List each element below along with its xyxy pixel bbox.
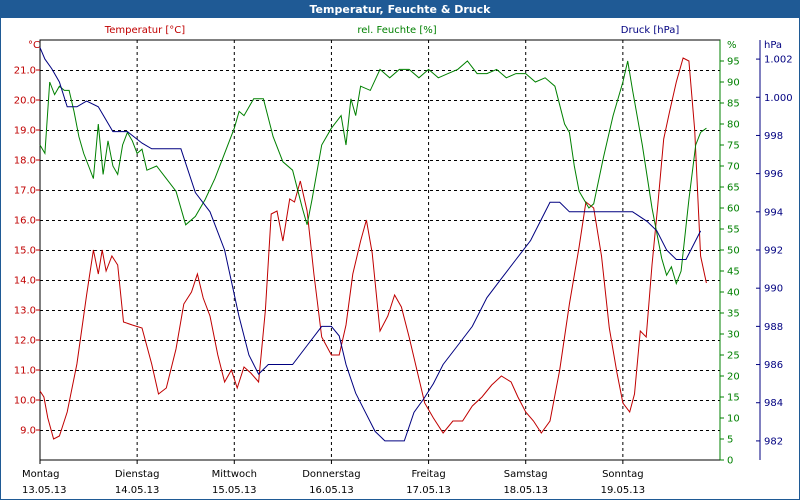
pressure-axis-tick-label: 988 xyxy=(764,322,783,333)
temp-axis-tick-label: 10.0 xyxy=(14,396,36,407)
humidity-axis-tick-label: 5 xyxy=(727,435,733,446)
humidity-axis-unit: % xyxy=(727,40,737,51)
temp-axis-tick-label: 11.0 xyxy=(14,366,36,377)
x-axis-date-label: 17.05.13 xyxy=(406,485,451,496)
x-axis-date-label: 18.05.13 xyxy=(503,485,548,496)
temp-axis-tick-label: 16.0 xyxy=(14,216,36,227)
pressure-axis-tick-label: 1.002 xyxy=(764,55,793,66)
x-axis-date-label: 16.05.13 xyxy=(309,485,354,496)
humidity-line xyxy=(39,60,707,286)
x-axis-day-label: Dienstag xyxy=(115,469,160,480)
temp-axis-tick-label: 21.0 xyxy=(14,66,36,77)
humidity-axis-tick-label: 70 xyxy=(727,162,740,173)
window-title: Temperatur, Feuchte & Druck xyxy=(1,1,799,18)
humidity-axis-tick-label: 25 xyxy=(727,351,740,362)
pressure-axis-tick-label: 990 xyxy=(764,284,783,295)
x-axis-day-label: Montag xyxy=(22,469,59,480)
temp-axis-tick-label: 12.0 xyxy=(14,336,36,347)
temp-axis-unit: °C xyxy=(28,40,40,51)
humidity-axis-tick-label: 45 xyxy=(727,267,740,278)
humidity-axis-tick-label: 35 xyxy=(727,309,740,320)
humidity-axis-tick-label: 80 xyxy=(727,120,740,131)
temperature-line xyxy=(39,57,707,440)
pressure-axis-title: Druck [hPa] xyxy=(621,25,680,36)
humidity-axis-tick-label: 10 xyxy=(727,414,740,425)
humidity-axis-tick-label: 50 xyxy=(727,246,740,257)
temp-axis-tick-label: 9.0 xyxy=(20,426,36,437)
x-axis-day-label: Donnerstag xyxy=(302,469,360,480)
pressure-axis-tick-label: 992 xyxy=(764,246,783,257)
humidity-axis-tick-label: 90 xyxy=(727,78,740,89)
pressure-axis-unit: hPa xyxy=(764,40,782,51)
x-axis-date-label: 15.05.13 xyxy=(212,485,257,496)
series-lines xyxy=(39,47,707,442)
temp-axis-tick-label: 20.0 xyxy=(14,96,36,107)
humidity-axis-tick-label: 30 xyxy=(727,330,740,341)
humidity-axis-tick-label: 75 xyxy=(727,141,740,152)
x-axis-day-label: Mittwoch xyxy=(212,469,257,480)
pressure-axis-tick-label: 982 xyxy=(764,436,783,447)
pressure-axis-tick-label: 986 xyxy=(764,360,783,371)
humidity-axis-tick-label: 85 xyxy=(727,99,740,110)
x-axis-day-label: Samstag xyxy=(504,469,548,480)
x-axis-day-label: Sonntag xyxy=(602,469,644,480)
grid-lines xyxy=(40,40,720,460)
pressure-axis-tick-label: 1.000 xyxy=(764,93,793,104)
humidity-axis-tick-label: 55 xyxy=(727,225,740,236)
humidity-axis-tick-label: 65 xyxy=(727,183,740,194)
temp-axis-title: Temperatur [°C] xyxy=(104,25,185,36)
temp-axis-tick-label: 14.0 xyxy=(14,276,36,287)
humidity-axis-title: rel. Feuchte [%] xyxy=(357,25,436,36)
pressure-axis-tick-label: 998 xyxy=(764,131,783,142)
pressure-axis-tick-label: 994 xyxy=(764,207,783,218)
x-axis-date-label: 13.05.13 xyxy=(22,485,67,496)
humidity-axis-tick-label: 40 xyxy=(727,288,740,299)
temp-axis-tick-label: 13.0 xyxy=(14,306,36,317)
humidity-axis-tick-label: 95 xyxy=(727,57,740,68)
temp-axis-tick-label: 15.0 xyxy=(14,246,36,257)
x-axis-date-label: 19.05.13 xyxy=(601,485,646,496)
temp-axis-tick-label: 19.0 xyxy=(14,126,36,137)
x-axis-date-label: 14.05.13 xyxy=(115,485,160,496)
x-axis-day-label: Freitag xyxy=(411,469,445,480)
temp-axis-tick-label: 17.0 xyxy=(14,186,36,197)
humidity-axis-tick-label: 0 xyxy=(727,456,733,467)
pressure-axis-tick-label: 984 xyxy=(764,398,783,409)
humidity-axis-tick-label: 15 xyxy=(727,393,740,404)
pressure-axis-tick-label: 996 xyxy=(764,169,783,180)
humidity-axis-tick-label: 60 xyxy=(727,204,740,215)
humidity-axis-tick-label: 20 xyxy=(727,372,740,383)
temp-axis-tick-label: 18.0 xyxy=(14,156,36,167)
pressure-line xyxy=(39,47,702,442)
